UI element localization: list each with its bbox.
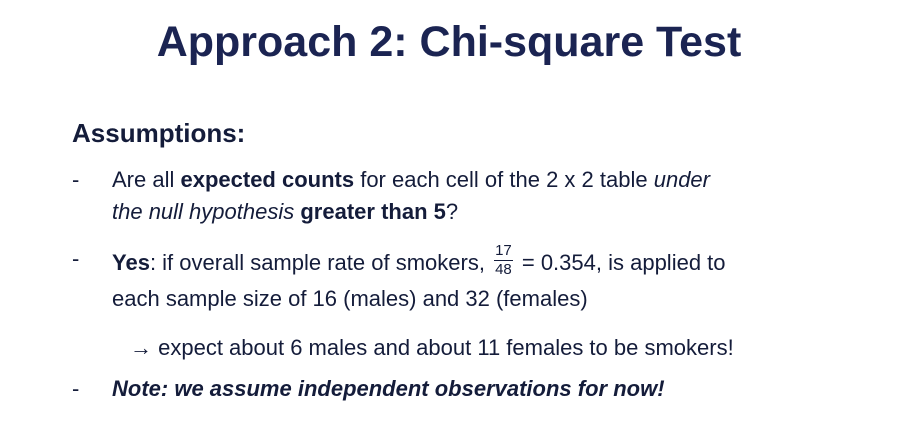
fraction: 17 48 bbox=[494, 242, 513, 279]
bullet-text: Are all expected counts for each cell of… bbox=[112, 164, 872, 228]
text-run: each sample size of 16 (males) and 32 (f… bbox=[112, 286, 588, 311]
text-run: : if overall sample rate of smokers, bbox=[149, 250, 492, 275]
note-text: Note: we assume independent observations… bbox=[112, 376, 665, 401]
bold-run: greater than 5 bbox=[300, 199, 446, 224]
bullet-text: Yes: if overall sample rate of smokers, … bbox=[112, 242, 872, 323]
bullet-dash: - bbox=[72, 376, 80, 401]
italic-run: under bbox=[653, 167, 710, 192]
slide-title: Approach 2: Chi-square Test bbox=[156, 18, 742, 66]
text-run: ? bbox=[445, 199, 459, 224]
text-run: = 0.354, is applied to bbox=[515, 250, 726, 275]
arrow-icon: → bbox=[130, 335, 152, 360]
fraction-denominator: 48 bbox=[495, 260, 512, 278]
italic-run: the null hypothesis bbox=[112, 199, 295, 224]
bullet-dash: - bbox=[72, 167, 80, 192]
bullet-dash: - bbox=[72, 246, 80, 271]
text-run: for each cell of the 2 x 2 table bbox=[354, 167, 654, 192]
arrow-text: expect about 6 males and about 11 female… bbox=[152, 335, 734, 360]
bold-run: expected counts bbox=[180, 167, 355, 192]
arrow-conclusion: → expect about 6 males and about 11 fema… bbox=[130, 332, 734, 364]
fraction-numerator: 17 bbox=[494, 241, 513, 261]
assumptions-heading: Assumptions: bbox=[72, 118, 246, 148]
bold-run: Yes bbox=[112, 250, 150, 275]
text-run: Are all bbox=[112, 167, 181, 192]
